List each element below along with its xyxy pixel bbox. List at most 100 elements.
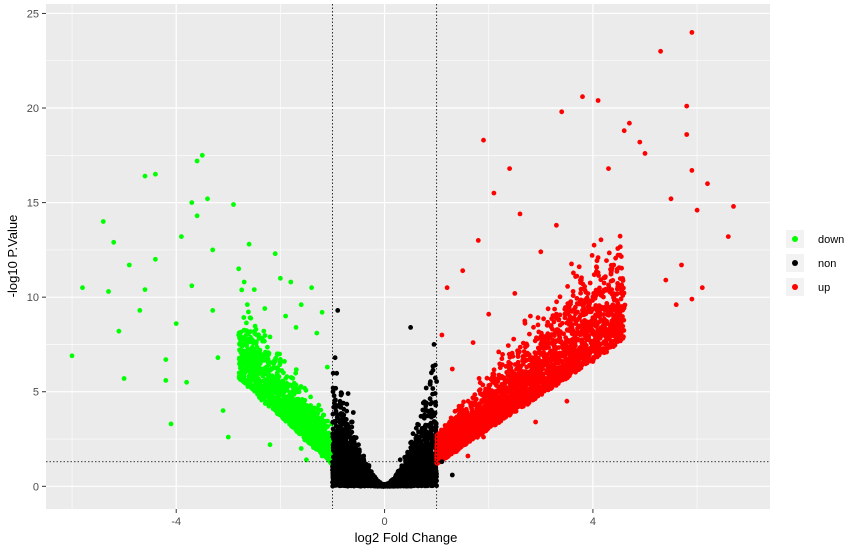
down-point bbox=[256, 332, 261, 338]
non-point bbox=[348, 430, 354, 436]
non-point bbox=[410, 431, 416, 437]
non-point bbox=[430, 363, 436, 369]
down-point bbox=[252, 388, 258, 394]
down-point bbox=[248, 329, 253, 334]
non-point bbox=[427, 381, 433, 386]
down-point bbox=[279, 368, 285, 373]
non-point bbox=[423, 401, 429, 407]
down-point bbox=[302, 385, 308, 391]
non-point bbox=[427, 396, 433, 402]
down-point bbox=[306, 426, 312, 431]
down-point bbox=[304, 403, 310, 408]
non-point bbox=[338, 390, 344, 395]
non-point bbox=[402, 467, 408, 473]
non-point bbox=[342, 444, 347, 450]
down-point bbox=[242, 328, 248, 333]
down-point bbox=[261, 370, 266, 375]
down-point bbox=[265, 344, 270, 350]
down-point bbox=[298, 384, 304, 389]
non-point bbox=[428, 440, 434, 446]
non-point bbox=[343, 475, 349, 481]
down-point bbox=[247, 375, 253, 381]
down-point bbox=[238, 364, 244, 370]
down-point bbox=[271, 361, 277, 366]
non-point bbox=[419, 481, 425, 486]
non-point bbox=[333, 423, 339, 429]
non-point bbox=[332, 446, 338, 452]
down-point bbox=[298, 413, 303, 419]
down-point bbox=[268, 379, 273, 384]
up-point bbox=[569, 261, 574, 267]
down-point bbox=[292, 404, 298, 409]
down-point bbox=[315, 406, 320, 412]
down-point bbox=[261, 389, 266, 395]
down-point bbox=[242, 348, 248, 354]
non-point bbox=[345, 426, 350, 432]
non-point bbox=[349, 435, 355, 441]
down-point bbox=[249, 356, 255, 362]
down-point bbox=[322, 440, 328, 445]
non-point bbox=[431, 413, 437, 418]
non-point bbox=[421, 468, 427, 474]
non-point bbox=[345, 458, 351, 464]
down-point bbox=[298, 403, 304, 409]
down-point bbox=[322, 426, 328, 432]
non-point bbox=[350, 454, 356, 460]
down-point bbox=[248, 364, 254, 370]
plot-panel bbox=[46, 4, 770, 509]
down-point bbox=[252, 323, 258, 329]
down-point bbox=[253, 372, 259, 378]
down-point bbox=[285, 405, 290, 411]
down-point bbox=[300, 429, 305, 435]
down-point bbox=[280, 378, 286, 384]
non-point bbox=[397, 471, 403, 477]
down-point bbox=[293, 367, 299, 372]
down-point bbox=[244, 302, 250, 307]
non-point bbox=[364, 474, 369, 480]
down-point bbox=[266, 352, 271, 358]
down-point bbox=[262, 401, 268, 406]
down-point bbox=[241, 315, 247, 320]
non-point bbox=[425, 430, 431, 436]
non-point bbox=[337, 398, 343, 404]
down-point bbox=[313, 434, 319, 440]
down-point bbox=[283, 383, 289, 388]
non-point bbox=[330, 370, 336, 376]
non-point bbox=[399, 483, 405, 488]
down-point bbox=[247, 339, 253, 345]
non-point bbox=[342, 451, 348, 456]
non-point bbox=[406, 451, 412, 457]
non-point bbox=[349, 424, 355, 430]
non-point bbox=[426, 435, 432, 441]
down-point bbox=[237, 370, 242, 376]
down-point bbox=[277, 400, 283, 406]
non-point bbox=[338, 436, 344, 442]
down-point bbox=[299, 418, 304, 423]
down-point bbox=[314, 443, 320, 449]
down-point bbox=[261, 328, 267, 334]
non-point bbox=[335, 412, 341, 418]
non-point bbox=[433, 479, 438, 485]
down-point bbox=[262, 366, 267, 371]
down-point bbox=[243, 363, 249, 369]
down-point bbox=[282, 359, 287, 364]
down-point bbox=[260, 378, 266, 384]
non-point bbox=[411, 447, 416, 453]
down-point bbox=[242, 370, 248, 376]
down-point bbox=[294, 409, 300, 415]
non-point bbox=[355, 478, 360, 484]
down-point bbox=[264, 389, 270, 395]
down-point bbox=[288, 375, 294, 380]
non-point bbox=[419, 442, 425, 448]
non-point bbox=[425, 455, 430, 461]
down-point bbox=[248, 335, 254, 340]
non-point bbox=[362, 479, 368, 484]
non-point bbox=[418, 455, 424, 461]
non-point bbox=[355, 468, 361, 473]
down-point bbox=[255, 382, 261, 387]
non-point bbox=[416, 466, 421, 472]
down-point bbox=[259, 397, 264, 403]
down-point bbox=[288, 393, 294, 398]
down-point bbox=[293, 370, 299, 376]
